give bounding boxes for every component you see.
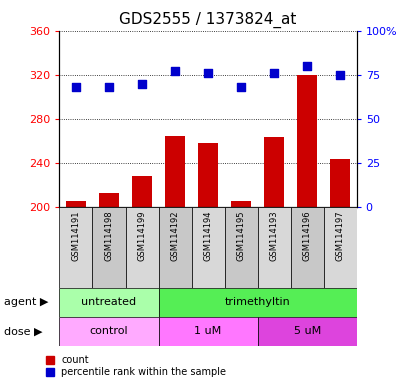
Text: GSM114193: GSM114193: [269, 210, 278, 261]
Text: GSM114198: GSM114198: [104, 210, 113, 261]
Bar: [92, 207, 125, 288]
Text: dose ▶: dose ▶: [4, 326, 43, 336]
Text: agent ▶: agent ▶: [4, 297, 48, 308]
Bar: [263, 137, 283, 207]
Bar: [158, 288, 356, 317]
Bar: [257, 317, 356, 346]
Bar: [323, 207, 356, 288]
Point: [237, 84, 244, 90]
Title: GDS2555 / 1373824_at: GDS2555 / 1373824_at: [119, 12, 296, 28]
Point: [270, 70, 277, 76]
Text: GSM114199: GSM114199: [137, 210, 146, 261]
Text: GSM114191: GSM114191: [71, 210, 80, 261]
Bar: [191, 207, 224, 288]
Point: [204, 70, 211, 76]
Point: [72, 84, 79, 90]
Bar: [59, 288, 158, 317]
Bar: [198, 143, 218, 207]
Text: GSM114196: GSM114196: [302, 210, 311, 261]
Text: GSM114197: GSM114197: [335, 210, 344, 261]
Bar: [158, 317, 257, 346]
Point: [171, 68, 178, 74]
Bar: [99, 193, 119, 207]
Text: 1 uM: 1 uM: [194, 326, 221, 336]
Bar: [59, 317, 158, 346]
Bar: [66, 201, 85, 207]
Bar: [290, 207, 323, 288]
Bar: [165, 136, 184, 207]
Legend: count, percentile rank within the sample: count, percentile rank within the sample: [46, 355, 226, 377]
Text: untreated: untreated: [81, 297, 136, 308]
Bar: [158, 207, 191, 288]
Bar: [297, 75, 316, 207]
Text: GSM114195: GSM114195: [236, 210, 245, 261]
Text: GSM114194: GSM114194: [203, 210, 212, 261]
Bar: [257, 207, 290, 288]
Bar: [224, 207, 257, 288]
Bar: [231, 201, 250, 207]
Text: GSM114192: GSM114192: [170, 210, 179, 261]
Point: [303, 63, 310, 69]
Point: [336, 72, 343, 78]
Bar: [132, 177, 152, 207]
Text: trimethyltin: trimethyltin: [224, 297, 290, 308]
Point: [106, 84, 112, 90]
Bar: [330, 159, 349, 207]
Bar: [125, 207, 158, 288]
Bar: [59, 207, 92, 288]
Text: control: control: [90, 326, 128, 336]
Text: 5 uM: 5 uM: [293, 326, 320, 336]
Point: [138, 81, 145, 87]
